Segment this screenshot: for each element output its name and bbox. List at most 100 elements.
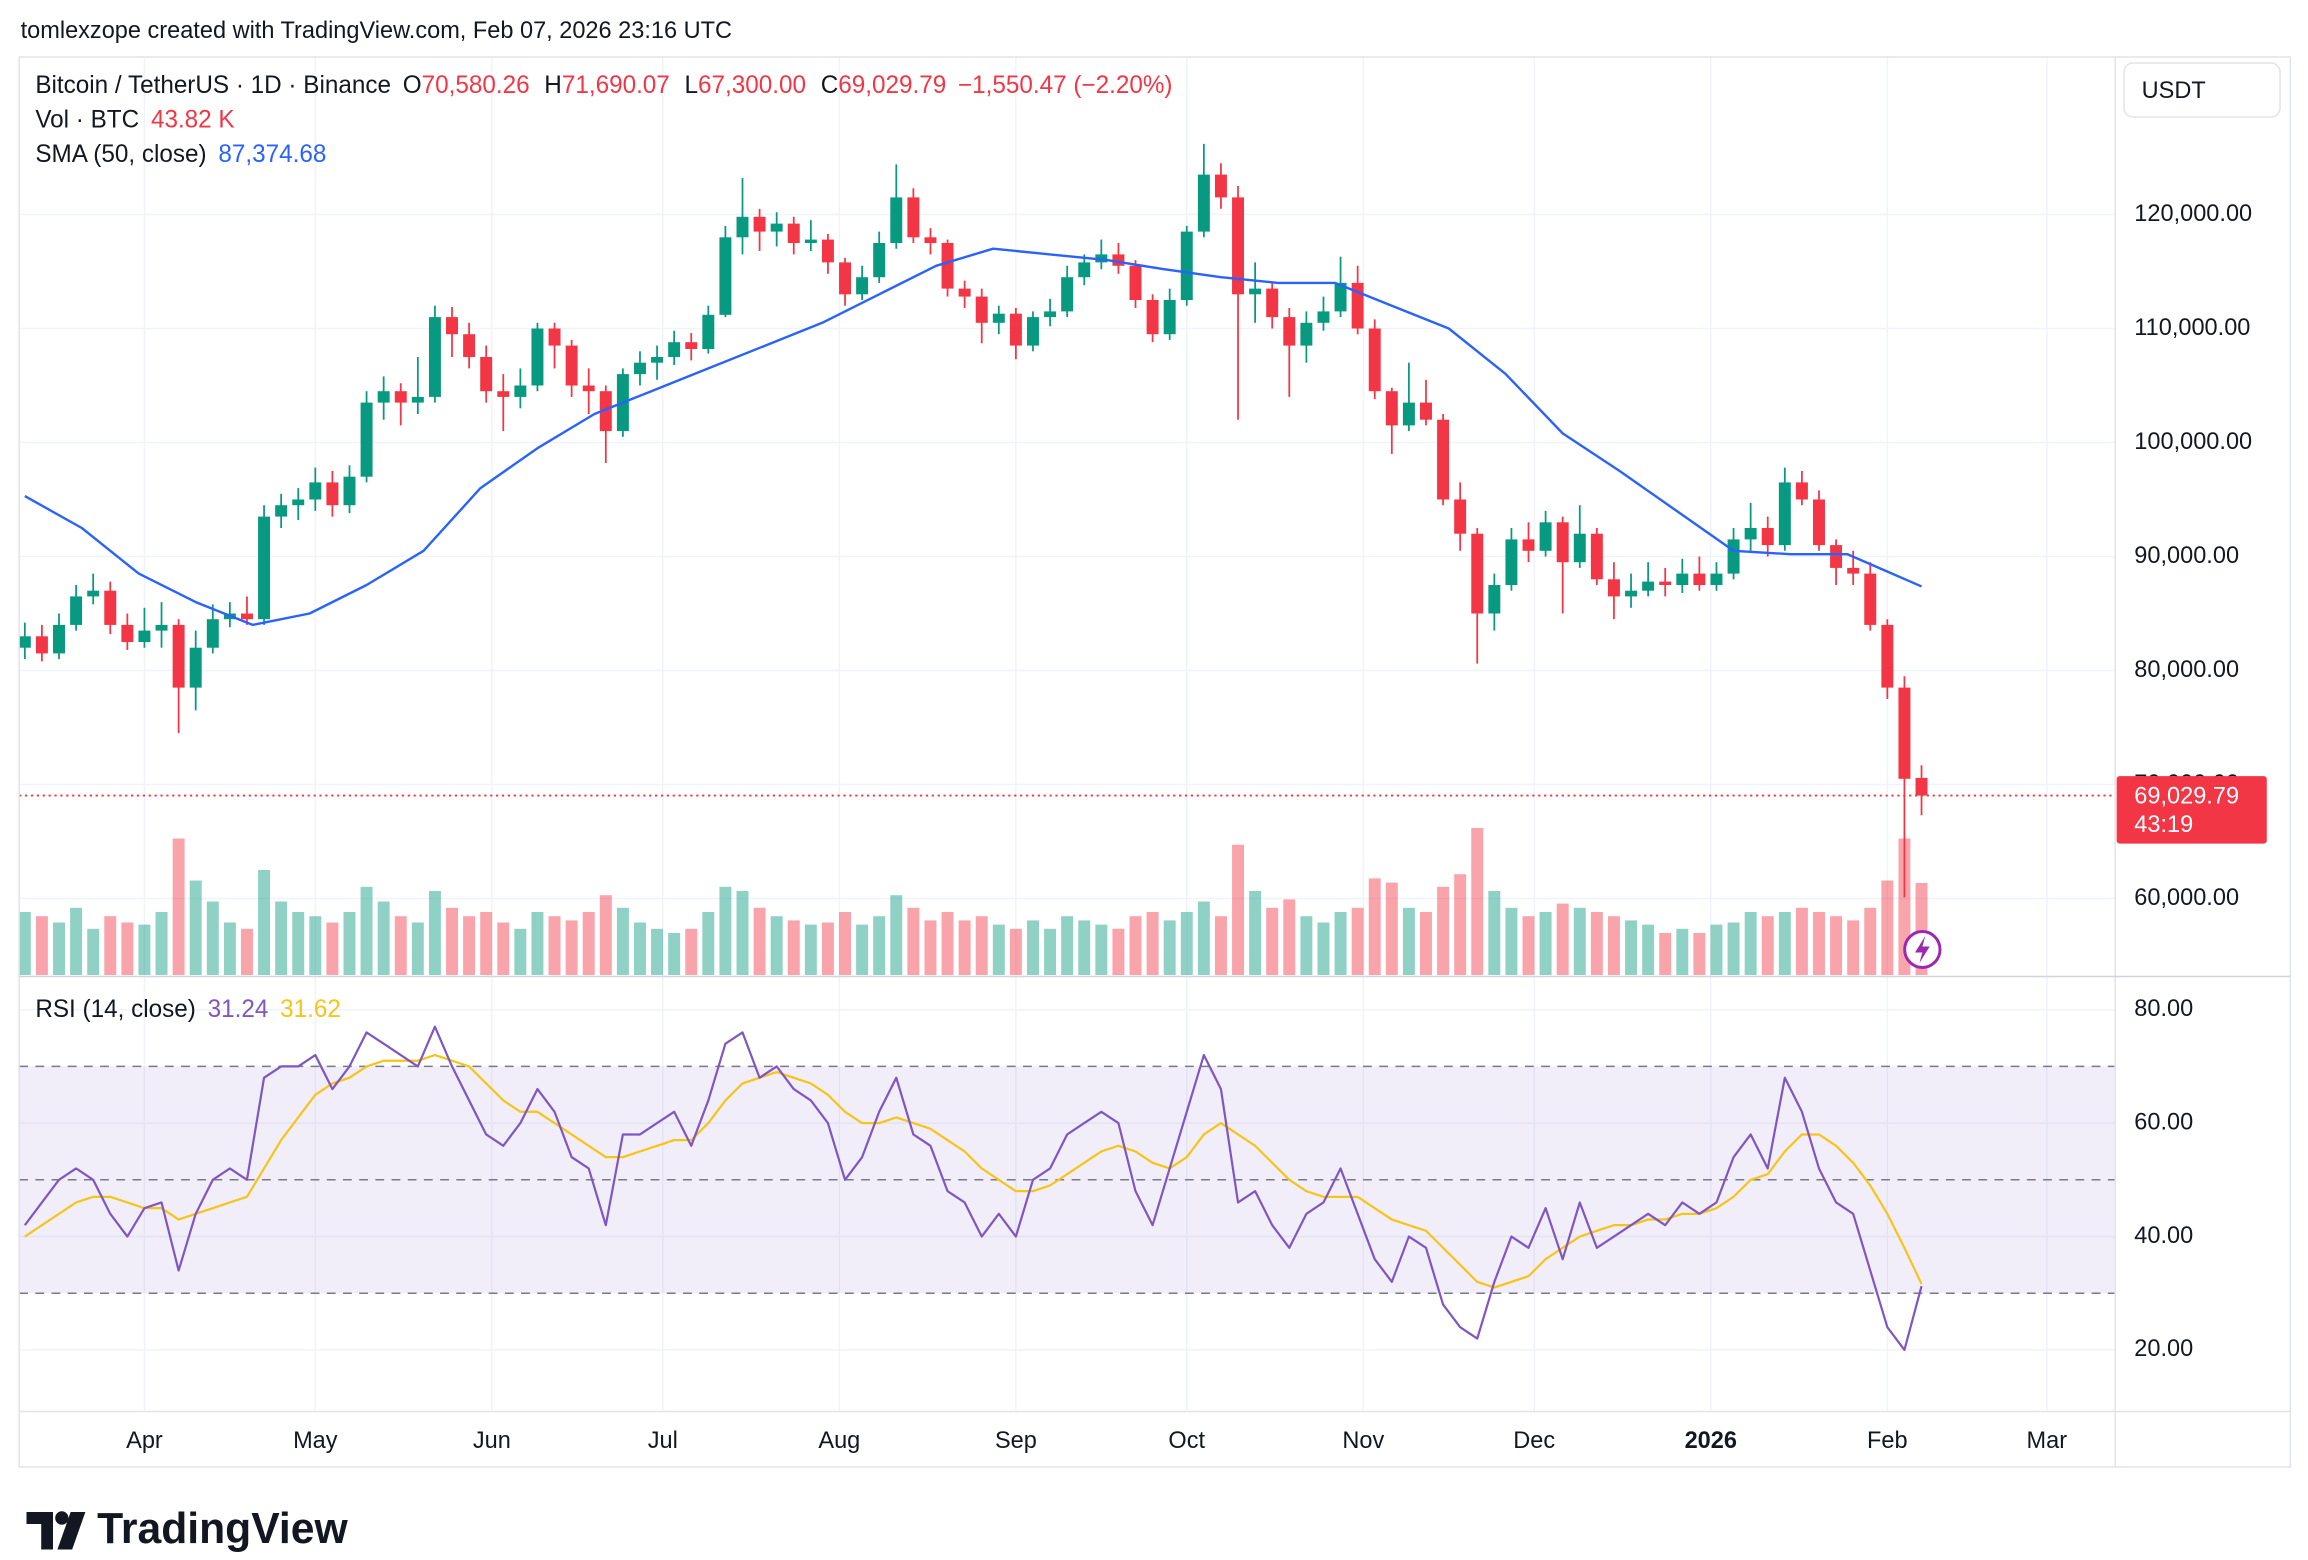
volume-bar <box>292 912 305 975</box>
candle-body <box>890 197 903 244</box>
x-tick-label: Jun <box>473 1427 511 1454</box>
candle-body <box>35 636 48 654</box>
volume-bar <box>1795 907 1808 975</box>
candle-body <box>19 636 31 648</box>
volume-bar <box>87 928 100 975</box>
volume-bar <box>1420 912 1432 975</box>
candle-body <box>582 385 595 392</box>
volume-bar <box>1317 922 1330 975</box>
candle-body <box>839 262 852 295</box>
volume-bar <box>377 901 390 975</box>
rsi-group <box>23 1025 1923 1352</box>
candle-body <box>1437 419 1450 500</box>
volume-bar <box>1727 922 1740 975</box>
candle-body <box>873 243 886 278</box>
candle-body <box>463 334 476 358</box>
countdown-label: 43:19 <box>2134 811 2193 838</box>
candle-body <box>770 223 783 232</box>
candle-body <box>1898 687 1911 779</box>
candle-body <box>1795 482 1808 500</box>
volume-bar <box>70 907 83 975</box>
volume-bar <box>1744 912 1757 975</box>
volume-bar <box>1590 912 1603 975</box>
ohlc-value: 69,029.79 <box>838 72 946 99</box>
volume-bar <box>1283 899 1296 975</box>
volume-bar <box>1061 916 1074 975</box>
candle-body <box>155 624 168 631</box>
x-tick-label: Jul <box>648 1427 678 1454</box>
candle-body <box>1761 528 1774 546</box>
alert-bolt[interactable] <box>1914 936 1930 963</box>
rsi-band-layer <box>19 1065 2116 1294</box>
volume-bar <box>1625 920 1638 975</box>
candle-body <box>480 357 493 392</box>
volume-bar <box>104 916 117 975</box>
logo-mark-slash <box>57 1512 86 1550</box>
volume-bar <box>223 922 236 975</box>
volume-bar <box>633 922 646 975</box>
candle-body <box>292 499 305 506</box>
volume-bar <box>1146 912 1159 975</box>
y-tick-label: 90,000.00 <box>2134 542 2239 569</box>
candle-body <box>1368 328 1381 392</box>
volume-bar <box>1710 924 1723 975</box>
rsi-name: RSI (14, close) <box>35 996 195 1023</box>
x-tick-label: May <box>293 1427 338 1454</box>
volume-bar <box>1454 874 1467 975</box>
volume-bar <box>531 912 544 975</box>
candle-body <box>70 596 83 625</box>
volume-bar <box>1180 912 1193 975</box>
candle-body <box>343 476 356 506</box>
volume-bar <box>428 891 441 975</box>
volume-bar <box>582 912 595 975</box>
candle-body <box>189 647 202 688</box>
volume-bar <box>668 933 681 975</box>
x-tick-label: Apr <box>126 1427 163 1454</box>
volume-bar <box>1197 901 1210 975</box>
volume-bar <box>1573 907 1586 975</box>
volume-bar <box>1488 891 1501 975</box>
candle-body <box>1693 573 1706 586</box>
volume-bar <box>1385 882 1398 975</box>
candle-body <box>1351 282 1364 329</box>
volume-bar <box>941 912 954 975</box>
volume-bar <box>1659 933 1672 975</box>
candle-body <box>87 590 100 597</box>
volume-bar <box>463 916 476 975</box>
candle-body <box>1402 402 1415 426</box>
volume-bar <box>958 920 971 975</box>
x-tick-label: Mar <box>2027 1427 2068 1454</box>
rsi-legend: RSI (14, close) 31.24 31.62 <box>35 996 341 1023</box>
candle-body <box>599 391 612 432</box>
symbol-name: Bitcoin / TetherUS · 1D · Binance <box>35 72 391 99</box>
volume-name: Vol · BTC <box>35 107 139 134</box>
x-tick-label: Dec <box>1513 1427 1555 1454</box>
volume-bar <box>206 901 219 975</box>
volume-bar <box>121 922 134 975</box>
rsi-value: 31.62 <box>280 996 341 1023</box>
candle-body <box>958 288 971 297</box>
candle-body <box>446 317 458 335</box>
candle-body <box>633 362 646 375</box>
candle-body <box>1522 539 1535 551</box>
legend: Bitcoin / TetherUS · 1D · Binance O70,580… <box>35 72 1172 1023</box>
volume-bar <box>1693 933 1706 975</box>
currency-button-box[interactable] <box>2123 62 2281 118</box>
alert-icon[interactable] <box>1903 930 1942 969</box>
volume-bar <box>565 920 578 975</box>
currency-button[interactable]: USDT <box>2123 62 2281 118</box>
candle-body <box>1027 317 1039 346</box>
ohlc-key: L <box>685 72 699 99</box>
candle-body <box>258 516 271 620</box>
volume-bar <box>1300 916 1313 975</box>
volume-bar <box>1402 907 1415 975</box>
candle-body <box>240 613 253 620</box>
candle-body <box>53 624 65 654</box>
volume-bar <box>1095 924 1108 975</box>
logo-mark-dot <box>55 1511 69 1525</box>
currency-label[interactable]: USDT <box>2142 77 2206 104</box>
volume-bar <box>770 916 783 975</box>
volume-bar <box>804 924 817 975</box>
volume-bar <box>651 928 664 975</box>
volume-bar <box>514 928 527 975</box>
